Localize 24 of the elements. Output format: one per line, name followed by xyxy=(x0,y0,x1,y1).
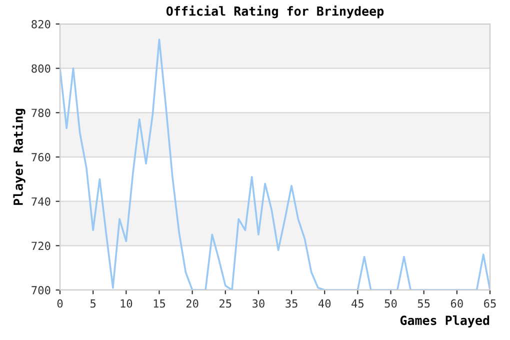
y-tick-label: 760 xyxy=(32,153,50,162)
x-tick-label: 55 xyxy=(418,299,430,308)
y-tick-label: 800 xyxy=(32,64,50,73)
x-tick-label: 35 xyxy=(286,299,298,308)
x-tick-label: 10 xyxy=(120,299,132,308)
x-axis-title: Games Played xyxy=(400,315,490,328)
y-tick-label: 740 xyxy=(32,197,50,206)
x-tick-label: 65 xyxy=(484,299,496,308)
x-tick-label: 0 xyxy=(57,299,63,308)
x-tick-label: 30 xyxy=(252,299,264,308)
x-tick-label: 15 xyxy=(154,299,166,308)
x-tick-label: 20 xyxy=(186,299,198,308)
x-tick-label: 60 xyxy=(450,299,463,308)
x-tick-label: 50 xyxy=(384,299,397,308)
x-tick-label: 40 xyxy=(318,299,331,308)
y-tick-label: 700 xyxy=(32,286,50,294)
chart-title: Official Rating for Brinydeep xyxy=(166,6,384,18)
y-tick-label: 780 xyxy=(32,108,50,118)
y-tick-label: 820 xyxy=(32,20,50,28)
x-tick-label: 25 xyxy=(220,299,232,308)
x-tick-label: 45 xyxy=(352,299,364,308)
x-tick-label: 5 xyxy=(90,299,96,308)
y-tick-label: 720 xyxy=(32,242,50,250)
y-axis-title: Player Rating xyxy=(12,108,26,205)
